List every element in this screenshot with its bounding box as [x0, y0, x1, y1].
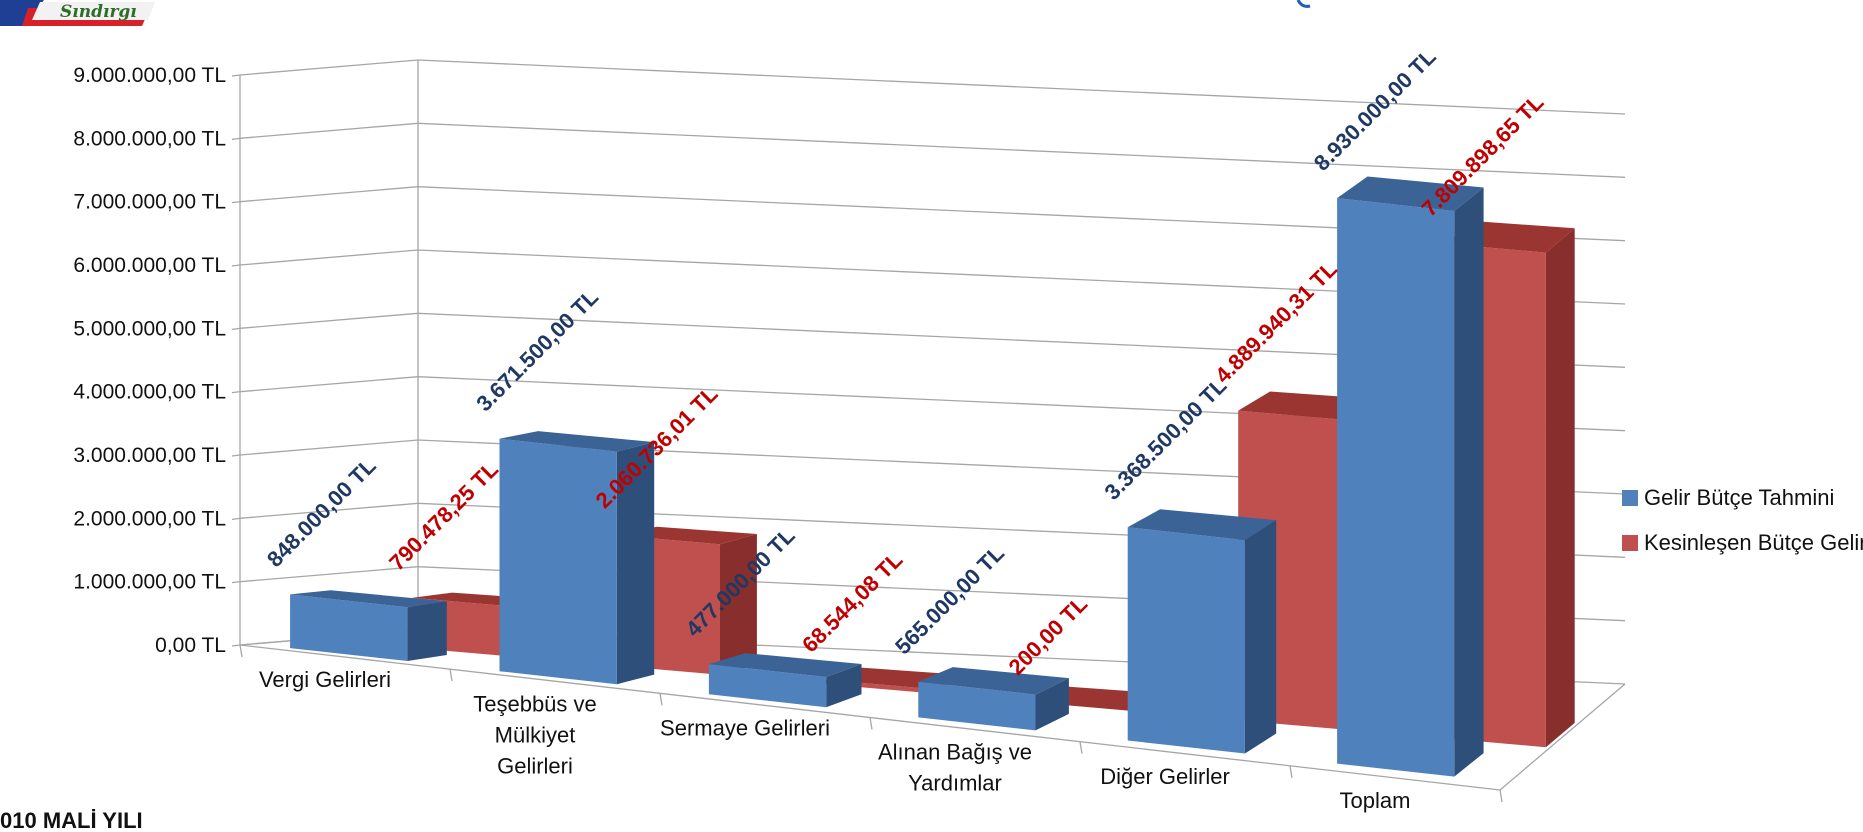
data-label: 790.478,25 TL — [384, 456, 503, 575]
legend-entry: Gelir Bütçe Tahmini — [1644, 485, 1834, 510]
bar-top — [1127, 509, 1277, 541]
logo: Sındırgı — [0, 0, 155, 26]
data-label: 848.000,00 TL — [262, 453, 381, 572]
bar-side — [826, 664, 862, 708]
x-tick-label: Teşebbüs ve Mülkiyet Gelirleri — [473, 691, 597, 778]
x-tick-label-line: Alınan Bağış ve — [878, 740, 1032, 765]
x-tick-mark — [1289, 765, 1293, 778]
bar-gelir — [290, 590, 447, 661]
bar-top — [1337, 176, 1484, 211]
x-tick-label-line: Vergi Gelirleri — [259, 667, 391, 692]
y-tick-label: 2.000.000,00 TL — [73, 507, 226, 530]
data-label: 4.889.940,31 TL — [1210, 256, 1342, 388]
x-axis-ticks: Vergi Gelirleri Teşebbüs ve Mülkiyet Gelirl… — [259, 667, 1410, 813]
footer-year-label: 010 MALİ YILI — [0, 808, 143, 832]
y-tick-mark — [231, 581, 241, 584]
x-tick-label-line: Diğer Gelirler — [1100, 764, 1230, 789]
bar-side — [1035, 678, 1069, 731]
bar-top — [290, 590, 447, 608]
bar-gelir — [708, 653, 862, 708]
x-tick-mark — [239, 644, 243, 658]
legend-swatch — [1622, 535, 1638, 551]
data-label: 200,00 TL — [1004, 591, 1093, 680]
x-tick-label-line: Gelirleri — [497, 753, 573, 778]
bar-side — [1244, 520, 1277, 754]
legend-swatch — [1622, 490, 1638, 506]
y-tick-mark — [231, 201, 241, 204]
bar-front — [918, 681, 1036, 731]
x-tick-mark — [1079, 741, 1083, 754]
y-tick-mark — [231, 644, 241, 647]
logo-flag-white — [32, 2, 155, 20]
y-tick-label: 9.000.000,00 TL — [73, 64, 226, 87]
bar-front — [499, 438, 617, 685]
bar-front — [290, 594, 408, 661]
y-axis-ticks: 0,00 TL 1.000.000,00 TL 2.000.000,00 TL 3.0… — [73, 64, 226, 657]
y-tick-label: 5.000.000,00 TL — [73, 317, 226, 340]
x-tick-mark — [869, 717, 873, 730]
bar-front — [1337, 198, 1455, 777]
y-tick-mark — [231, 264, 241, 267]
bar-gelir — [1337, 176, 1484, 777]
y-tick-label: 8.000.000,00 TL — [73, 127, 226, 150]
logo-text: Sındırgı — [60, 2, 137, 22]
y-tick-label: 0,00 TL — [155, 634, 226, 657]
x-tick-label-line: Sermaye Gelirleri — [660, 715, 830, 740]
y-tick-label: 6.000.000,00 TL — [73, 254, 226, 277]
y-tick-mark — [231, 391, 241, 394]
y-tick-mark — [231, 74, 241, 77]
bar-top — [918, 667, 1069, 695]
legend: Gelir Bütçe Tahmini Kesinleşen Bütçe Geli… — [1622, 485, 1863, 555]
bars — [290, 176, 1575, 777]
bar-front — [1127, 527, 1245, 754]
title-fragment — [1296, 0, 1311, 8]
bar-gelir — [1127, 509, 1277, 754]
y-tick-mark — [231, 454, 241, 457]
bar-top — [708, 653, 862, 677]
bar-top — [499, 431, 655, 452]
bar-gelir — [918, 667, 1069, 731]
data-label: 8.930.000,00 TL — [1309, 44, 1441, 176]
y-tick-label: 3.000.000,00 TL — [73, 444, 226, 467]
y-tick-mark — [231, 137, 241, 140]
bar-side — [407, 601, 447, 661]
x-tick-mark — [449, 669, 453, 682]
bar-side — [616, 442, 655, 685]
bar-side — [1454, 187, 1484, 777]
x-tick-mark — [1499, 789, 1503, 803]
x-tick-label: Diğer Gelirler — [1100, 764, 1230, 789]
y-tick-label: 7.000.000,00 TL — [73, 191, 226, 214]
bar-front — [708, 664, 827, 708]
x-tick-label-line: Toplam — [1340, 788, 1411, 813]
x-tick-label: Toplam — [1340, 788, 1411, 813]
x-tick-mark — [659, 693, 663, 706]
x-tick-label: Sermaye Gelirleri — [660, 715, 830, 740]
x-tick-label: Vergi Gelirleri — [259, 667, 391, 692]
x-tick-label-line: Yardımlar — [908, 771, 1002, 796]
data-label: 3.368.500,00 TL — [1100, 373, 1232, 505]
y-tick-label: 1.000.000,00 TL — [73, 571, 226, 594]
legend-entry: Kesinleşen Bütçe Geliri — [1644, 530, 1863, 555]
bar-side — [1545, 228, 1575, 748]
x-tick-label-line: Teşebbüs ve — [473, 691, 597, 716]
y-tick-mark — [231, 327, 241, 330]
right-floor-edge — [1499, 683, 1626, 791]
x-tick-label-line: Mülkiyet — [495, 722, 576, 747]
bar-side — [720, 534, 757, 675]
y-tick-mark — [231, 517, 241, 520]
gridline — [239, 122, 1626, 178]
data-label: 3.671.500,00 TL — [471, 284, 603, 416]
bar-gelir — [499, 431, 655, 685]
logo-flag-blue — [0, 0, 44, 26]
x-tick-label: Alınan Bağış ve Yardımlar — [878, 740, 1032, 796]
data-label: 565.000,00 TL — [890, 540, 1009, 659]
y-tick-label: 4.000.000,00 TL — [73, 381, 226, 404]
